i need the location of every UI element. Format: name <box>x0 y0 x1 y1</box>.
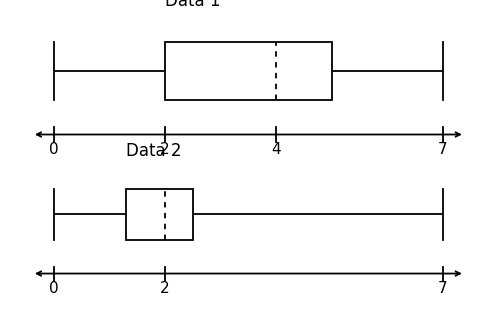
Text: Data 2: Data 2 <box>126 142 182 160</box>
Text: 0: 0 <box>49 281 59 296</box>
Text: 4: 4 <box>271 142 281 157</box>
Text: Data 1: Data 1 <box>165 0 221 10</box>
Text: 2: 2 <box>160 142 170 157</box>
Bar <box>165 42 332 100</box>
Bar <box>126 189 193 240</box>
Text: 0: 0 <box>49 142 59 157</box>
Text: 7: 7 <box>438 142 448 157</box>
Text: 2: 2 <box>160 281 170 296</box>
Text: 7: 7 <box>438 281 448 296</box>
